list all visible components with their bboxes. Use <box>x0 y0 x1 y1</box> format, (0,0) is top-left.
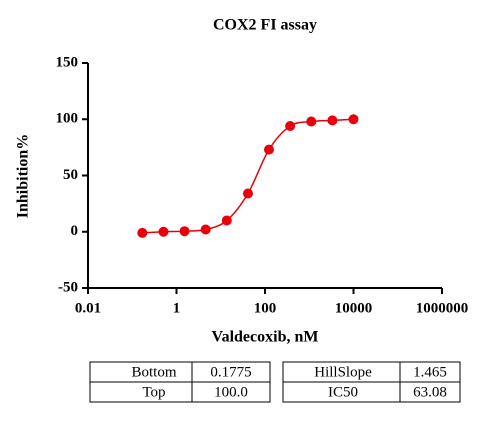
x-tick-label: 1000000 <box>416 300 469 316</box>
table-cell: Top <box>142 384 165 400</box>
x-tick-label: 10000 <box>335 300 373 316</box>
fit-table <box>89 361 461 403</box>
data-point <box>200 224 211 235</box>
chart-title: COX2 FI assay <box>213 17 317 34</box>
y-tick-label: 150 <box>56 54 79 70</box>
y-tick-label: -50 <box>58 279 78 295</box>
y-tick-label: 50 <box>63 167 78 183</box>
table-cell: 100.0 <box>214 384 248 400</box>
x-tick-label: 1 <box>173 300 181 316</box>
data-point <box>158 226 169 237</box>
table-cell: 0.1775 <box>210 364 251 380</box>
table-cell: HillSlope <box>314 364 372 380</box>
x-tick-label: 100 <box>254 300 277 316</box>
table-cell: 63.08 <box>413 384 447 400</box>
y-axis-label: Inhibition% <box>15 134 32 218</box>
table-cell: 1.465 <box>413 364 447 380</box>
data-point <box>285 121 296 131</box>
data-point <box>242 188 253 199</box>
y-tick-label: 0 <box>71 223 79 239</box>
table-cell: IC50 <box>328 384 358 400</box>
data-point <box>137 227 148 238</box>
data-point <box>263 144 274 155</box>
y-tick-label: 100 <box>56 111 79 127</box>
data-point <box>221 215 232 226</box>
data-point <box>327 115 338 126</box>
x-tick-label: 0.01 <box>75 300 101 316</box>
data-point <box>306 116 317 127</box>
fit-curve <box>142 118 354 234</box>
table-cell: Bottom <box>131 364 176 380</box>
x-axis-label: Valdecoxib, nM <box>212 329 319 346</box>
data-point <box>348 114 359 125</box>
data-point <box>179 226 190 237</box>
